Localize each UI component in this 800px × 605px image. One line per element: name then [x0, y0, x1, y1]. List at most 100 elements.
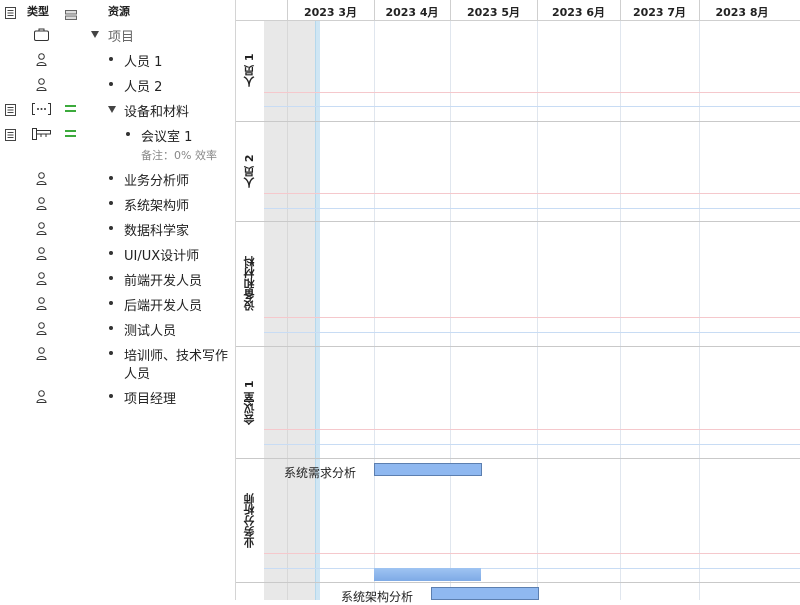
bullet [109, 276, 113, 280]
baseline-line [264, 106, 800, 107]
bullet [109, 82, 113, 86]
header-divider [450, 0, 451, 20]
header-divider [287, 0, 288, 20]
baseline-line [264, 444, 800, 445]
person-icon [36, 195, 47, 214]
month-header[interactable]: 2023 4月 [385, 6, 439, 19]
bullet [126, 132, 130, 136]
meeting-room-note: 备注：0% 效率 [141, 149, 217, 162]
tree-item-equipment[interactable]: 设备和材料 [124, 105, 190, 120]
notes-column-icon[interactable] [5, 4, 16, 23]
capacity-line [264, 92, 800, 93]
resource-list-pane: 类型 资源 项目 人员 1 人员 2 设备和材料 会议室 1 备注：0% 效率 … [0, 0, 236, 600]
tree-item-trainer[interactable]: 培训师、技术写作 [124, 349, 229, 364]
tree-item-system-architect[interactable]: 系统架构师 [124, 199, 190, 214]
bullet [109, 351, 113, 355]
assigned-indicator [65, 130, 76, 132]
capacity-line [264, 553, 800, 554]
month-header[interactable]: 2023 5月 [466, 6, 521, 19]
lane-business-analyst: 业务分析师 [236, 459, 800, 583]
today-marker [315, 20, 320, 600]
grid-line [374, 0, 375, 600]
person-icon [36, 270, 47, 289]
task-label-requirements[interactable]: 系统需求分析 [284, 466, 357, 480]
bullet [109, 251, 113, 255]
bullet [109, 201, 113, 205]
person-icon [36, 76, 47, 95]
lane-label: 业务分析师 [243, 493, 256, 548]
month-header[interactable]: 2023 6月 [551, 6, 606, 19]
header-divider [620, 0, 621, 20]
baseline-line [264, 208, 800, 209]
grid-line [537, 0, 538, 600]
bullet [109, 326, 113, 330]
baseline-line [264, 332, 800, 333]
person-icon [36, 345, 47, 364]
assigned-indicator [65, 135, 76, 137]
resource-timeline: 人员 1 人员 2 设备和材料 会议室 1 业务分析师 系统需求分析 系统架构分… [236, 0, 800, 604]
bullet [109, 57, 113, 61]
type-column-header[interactable]: 类型 [27, 5, 49, 18]
resource-column-header[interactable]: 资源 [108, 5, 130, 18]
tree-item-project[interactable]: 项目 [108, 30, 135, 45]
person-icon [36, 295, 47, 314]
header-divider [699, 0, 700, 20]
lane-person2: 人员 2 [236, 122, 800, 222]
resource-group-icon [32, 100, 51, 119]
lane-label: 会议室 1 [243, 380, 256, 425]
lane-meeting-room: 会议室 1 [236, 347, 800, 459]
person-icon [36, 51, 47, 70]
month-header[interactable]: 2023 3月 [303, 6, 358, 19]
assignment-column-icon[interactable] [65, 5, 77, 24]
tree-item-uiux-designer[interactable]: UI/UX设计师 [124, 249, 200, 264]
grid-line [450, 0, 451, 600]
person-icon [36, 245, 47, 264]
lane-equipment: 设备和材料 [236, 222, 800, 347]
briefcase-icon [34, 26, 49, 45]
tree-item-person1[interactable]: 人员 1 [124, 55, 163, 70]
bullet [109, 176, 113, 180]
task-bar-architecture[interactable] [431, 587, 539, 600]
month-header[interactable]: 2023 8月 [715, 6, 769, 19]
pane-divider[interactable] [235, 0, 236, 600]
capacity-line [264, 193, 800, 194]
lane-person1: 人员 1 [236, 20, 800, 122]
tree-item-frontend-dev[interactable]: 前端开发人员 [124, 274, 203, 289]
tree-item-project-manager[interactable]: 项目经理 [124, 392, 177, 407]
capacity-line [264, 317, 800, 318]
lane-label: 设备和材料 [243, 256, 256, 312]
tree-item-tester[interactable]: 测试人员 [124, 324, 177, 339]
tree-item-meeting-room[interactable]: 会议室 1 [141, 130, 193, 145]
person-icon [36, 388, 47, 407]
task-label-architecture[interactable]: 系统架构分析 [341, 590, 414, 604]
grid-line [287, 0, 288, 600]
collapse-equipment-toggle[interactable] [108, 106, 116, 113]
tree-item-data-scientist[interactable]: 数据科学家 [124, 224, 190, 239]
tree-item-person2[interactable]: 人员 2 [124, 80, 163, 95]
tree-item-business-analyst[interactable]: 业务分析师 [124, 174, 190, 189]
person-icon [36, 220, 47, 239]
grid-line [699, 0, 700, 600]
tree-item-backend-dev[interactable]: 后端开发人员 [124, 299, 203, 314]
allocation-bar[interactable] [374, 568, 481, 581]
task-bar-requirements[interactable] [374, 463, 482, 476]
note-icon[interactable] [5, 101, 16, 120]
bullet [109, 226, 113, 230]
tree-item-trainer-cont[interactable]: 人员 [124, 367, 151, 382]
assigned-indicator [65, 105, 76, 107]
capacity-line [264, 429, 800, 430]
grid-line [620, 0, 621, 600]
past-shading [264, 20, 316, 600]
bullet [109, 394, 113, 398]
header-divider [537, 0, 538, 20]
month-header[interactable]: 2023 7月 [632, 6, 687, 19]
equipment-icon [32, 125, 51, 144]
note-icon[interactable] [5, 126, 16, 145]
lane-label: 人员 2 [243, 154, 256, 189]
timeline-header: 2023 3月 2023 4月 2023 5月 2023 6月 2023 7月 … [236, 0, 800, 21]
person-icon [36, 320, 47, 339]
person-icon [36, 170, 47, 189]
collapse-project-toggle[interactable] [91, 31, 99, 38]
lane-label: 人员 1 [243, 53, 256, 88]
assigned-indicator [65, 110, 76, 112]
